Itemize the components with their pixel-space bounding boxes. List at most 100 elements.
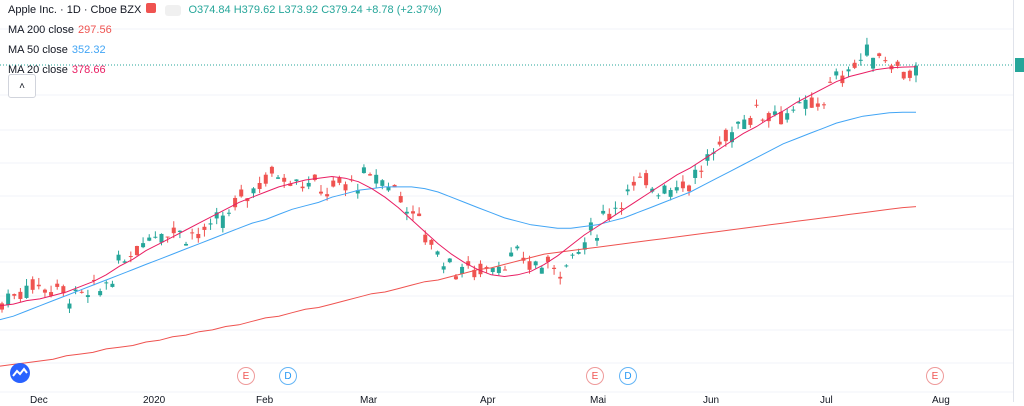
- candle-body: [815, 103, 820, 107]
- candle-body: [570, 254, 575, 256]
- candle-body: [36, 284, 41, 287]
- price-scale[interactable]: [1013, 0, 1024, 402]
- time-axis-label: Dec: [30, 395, 48, 406]
- candle-body: [650, 188, 655, 192]
- candle-body: [355, 190, 360, 194]
- candle-body: [821, 104, 826, 106]
- indicator-ma200[interactable]: MA 200 close 297.56: [8, 24, 112, 36]
- candle-body: [613, 207, 618, 209]
- candle-body: [398, 196, 403, 203]
- candle-body: [49, 292, 54, 296]
- candle-body: [864, 44, 869, 56]
- candle-body: [208, 223, 213, 225]
- candle-body: [331, 180, 336, 187]
- symbol-title: Apple Inc. · 1D · Cboe BZX: [8, 4, 142, 16]
- dividend-marker[interactable]: D: [279, 367, 297, 385]
- candle-body: [380, 180, 385, 186]
- candle-body: [417, 213, 422, 217]
- dividend-marker[interactable]: D: [619, 367, 637, 385]
- time-axis-label: Jul: [820, 395, 833, 406]
- candle-body: [607, 213, 612, 220]
- candle-body: [625, 189, 630, 192]
- symbol-row: Apple Inc. · 1D · Cboe BZX O374.84 H379.…: [8, 0, 442, 20]
- candle-body: [18, 291, 23, 299]
- candle-body: [754, 104, 759, 106]
- candle-body: [30, 279, 35, 290]
- candle-body: [545, 256, 550, 262]
- candle-body: [453, 276, 458, 280]
- candle-body: [558, 276, 563, 279]
- candle-body: [423, 234, 428, 243]
- candle-body: [147, 237, 152, 241]
- candle-body: [85, 295, 90, 298]
- candle-body: [24, 285, 29, 298]
- candle-body: [687, 185, 692, 192]
- candle-body: [134, 245, 139, 256]
- candle-body: [447, 258, 452, 263]
- candle-body: [153, 236, 158, 238]
- candle-body: [325, 194, 330, 197]
- candle-body: [693, 169, 698, 178]
- chevron-up-icon: ˄: [19, 80, 25, 92]
- candle-body: [588, 222, 593, 231]
- candle-body: [116, 254, 121, 261]
- candle-body: [276, 177, 281, 179]
- candle-body: [674, 187, 679, 191]
- candle-body: [263, 174, 268, 184]
- chart-legend: Apple Inc. · 1D · Cboe BZX O374.84 H379.…: [8, 0, 442, 80]
- candle-body: [515, 246, 520, 249]
- candle-body: [190, 232, 195, 234]
- candle-body: [73, 289, 78, 292]
- earnings-marker[interactable]: E: [586, 367, 604, 385]
- visibility-toggle-icon[interactable]: [165, 4, 182, 16]
- candle-body: [883, 60, 888, 62]
- candle-body: [779, 111, 784, 125]
- candle-body: [12, 294, 17, 296]
- candle-body: [760, 119, 765, 121]
- candle-body: [294, 179, 299, 182]
- candle-body: [539, 267, 544, 274]
- candle-body: [828, 81, 833, 83]
- candle-body: [110, 283, 115, 287]
- indicator-ma20[interactable]: MA 20 close 378.66: [8, 64, 106, 76]
- indicator-ma50[interactable]: MA 50 close 352.32: [8, 44, 106, 56]
- candle-body: [472, 269, 477, 278]
- candle-body: [306, 182, 311, 187]
- candle-body: [141, 243, 146, 248]
- candle-body: [834, 71, 839, 76]
- earnings-marker[interactable]: E: [237, 367, 255, 385]
- ma200-line: [0, 206, 917, 367]
- candle-body: [858, 59, 863, 61]
- candle-body: [772, 111, 777, 115]
- time-axis-label: 2020: [143, 395, 166, 406]
- candle-body: [533, 261, 538, 266]
- candle-body: [184, 243, 189, 246]
- candle-body: [404, 211, 409, 214]
- candle-body: [644, 173, 649, 186]
- candle-body: [435, 251, 440, 255]
- tradingview-logo-icon[interactable]: [5, 362, 35, 384]
- candle-body: [717, 141, 722, 145]
- candle-body: [288, 183, 293, 186]
- candle-body: [637, 176, 642, 178]
- candle-body: [368, 174, 373, 176]
- candle-body: [797, 102, 802, 104]
- candle-body: [846, 69, 851, 72]
- candle-body: [55, 283, 60, 287]
- candle-body: [214, 212, 219, 219]
- candle-body: [595, 237, 600, 241]
- candle-body: [0, 303, 4, 310]
- candle-body: [729, 132, 734, 143]
- candle-body: [466, 261, 471, 266]
- candle-body: [429, 239, 434, 245]
- candle-body: [668, 190, 673, 197]
- candle-body: [736, 121, 741, 124]
- earnings-marker[interactable]: E: [926, 367, 944, 385]
- candle-body: [257, 182, 262, 189]
- candle-body: [809, 97, 814, 108]
- candle-body: [619, 207, 624, 209]
- collapse-legend-button[interactable]: ˄: [8, 74, 36, 98]
- candle-body: [282, 177, 287, 182]
- candle-body: [61, 286, 66, 294]
